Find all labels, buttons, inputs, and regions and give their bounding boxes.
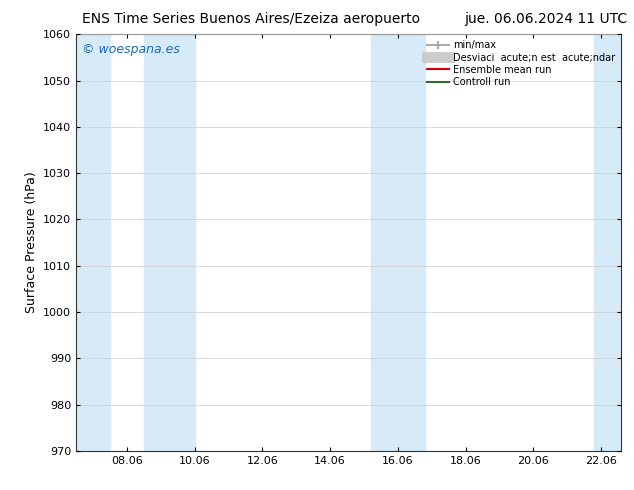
Bar: [594, 34, 621, 451]
Text: jue. 06.06.2024 11 UTC: jue. 06.06.2024 11 UTC: [465, 12, 628, 26]
Bar: [144, 34, 195, 451]
Text: ENS Time Series Buenos Aires/Ezeiza aeropuerto: ENS Time Series Buenos Aires/Ezeiza aero…: [82, 12, 420, 26]
Bar: [371, 34, 425, 451]
Legend: min/max, Desviaci  acute;n est  acute;ndar, Ensemble mean run, Controll run: min/max, Desviaci acute;n est acute;ndar…: [424, 36, 619, 91]
Bar: [76, 34, 110, 451]
Text: © woespana.es: © woespana.es: [82, 43, 179, 56]
Y-axis label: Surface Pressure (hPa): Surface Pressure (hPa): [25, 172, 37, 314]
